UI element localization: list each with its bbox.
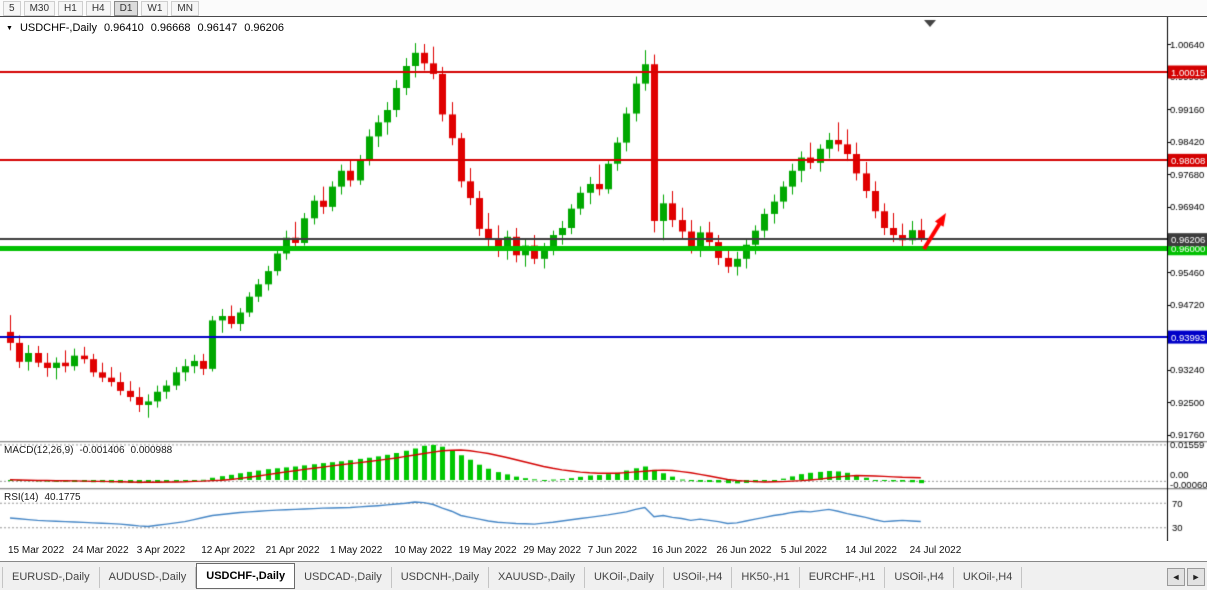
timeframe-toolbar: 5 M30 H1 H4 D1 W1 MN	[0, 0, 1207, 17]
timeframe-button-mn[interactable]: MN	[171, 0, 199, 16]
tabs-scroll-buttons: ◄ ►	[1167, 568, 1205, 586]
ohlc-high-value: 0.96668	[150, 22, 191, 34]
chart-tabs-bar: EURUSD-,Daily AUDUSD-,Daily USDCHF-,Daily U…	[0, 562, 1207, 590]
chart-tab-usdcad-daily[interactable]: USDCAD-,Daily	[295, 567, 392, 588]
tabs-scroll-left-icon[interactable]: ◄	[1167, 568, 1185, 586]
chart-tab-hk50-h1[interactable]: HK50-,H1	[732, 567, 800, 588]
tabs-scroll-right-icon[interactable]: ►	[1187, 568, 1205, 586]
rsi-value: 40.1775	[44, 492, 81, 503]
chart-tab-xauusd-daily[interactable]: XAUUSD-,Daily	[489, 567, 585, 588]
time-axis-label: 5 Jul 2022	[780, 545, 827, 556]
timeframe-button-h1[interactable]: H1	[58, 0, 83, 16]
rsi-name: RSI(14)	[4, 492, 39, 503]
chart-tab-eurusd-daily[interactable]: EURUSD-,Daily	[2, 567, 100, 588]
time-axis[interactable]: 15 Mar 2022 24 Mar 2022 3 Apr 2022 12 Apr 2…	[0, 541, 1207, 562]
chart-symbol-label: USDCHF-,Daily	[19, 22, 97, 34]
chart-tab-audusd-daily[interactable]: AUDUSD-,Daily	[100, 567, 197, 588]
price-chart-canvas[interactable]	[0, 17, 1207, 541]
chart-tab-ukoil-h4[interactable]: UKOil-,H4	[954, 567, 1023, 588]
time-axis-label: 21 Apr 2022	[265, 545, 320, 556]
chart-tab-usoil-h4[interactable]: USOil-,H4	[885, 567, 954, 588]
chart-tab-eurchf-h1[interactable]: EURCHF-,H1	[800, 567, 886, 588]
chart-menu-triangle-icon[interactable]: ▼	[6, 24, 13, 32]
chart-tab-ukoil-daily[interactable]: UKOil-,Daily	[585, 567, 664, 588]
time-axis-label: 29 May 2022	[523, 545, 582, 556]
macd-signal-value: 0.000988	[130, 445, 173, 456]
chart-tab-usdcnh-daily[interactable]: USDCNH-,Daily	[392, 567, 489, 588]
chart-tab-usoil-h4[interactable]: USOil-,H4	[664, 567, 733, 588]
timeframe-button-5[interactable]: 5	[3, 0, 21, 16]
time-axis-label: 24 Jul 2022	[909, 545, 962, 556]
timeframe-button-h4[interactable]: H4	[85, 0, 111, 16]
time-axis-label: 24 Mar 2022	[72, 545, 129, 556]
chart-tabs-list: EURUSD-,Daily AUDUSD-,Daily USDCHF-,Daily U…	[2, 563, 1023, 590]
chart-tab-usdchf-daily[interactable]: USDCHF-,Daily	[196, 563, 296, 589]
timeframe-button-w1[interactable]: W1	[141, 0, 169, 16]
time-axis-label: 1 May 2022	[330, 545, 383, 556]
time-axis-label: 19 May 2022	[458, 545, 517, 556]
time-axis-label: 15 Mar 2022	[8, 545, 65, 556]
time-axis-label: 14 Jul 2022	[845, 545, 897, 556]
timeframe-button-d1[interactable]: D1	[113, 0, 139, 16]
rsi-indicator-label: RSI(14) 40.1775	[4, 492, 81, 503]
macd-indicator-label: MACD(12,26,9) -0.001406 0.000988	[4, 445, 172, 456]
time-axis-label: 7 Jun 2022	[587, 545, 638, 556]
time-axis-label: 16 Jun 2022	[652, 545, 708, 556]
macd-main-value: -0.001406	[79, 445, 125, 456]
ohlc-close-value: 0.96206	[244, 22, 284, 34]
ohlc-low-value: 0.96147	[197, 22, 238, 34]
time-axis-label: 26 Jun 2022	[716, 545, 772, 556]
timeframe-button-m30[interactable]: M30	[23, 0, 56, 16]
ohlc-open-value: 0.96410	[103, 22, 144, 34]
macd-name: MACD(12,26,9)	[4, 445, 74, 456]
time-axis-label: 10 May 2022	[394, 545, 453, 556]
chart-title: ▼ USDCHF-,Daily 0.96410 0.96668 0.96147 …	[6, 22, 284, 34]
time-axis-label: 12 Apr 2022	[201, 545, 256, 556]
time-axis-label: 3 Apr 2022	[136, 545, 186, 556]
